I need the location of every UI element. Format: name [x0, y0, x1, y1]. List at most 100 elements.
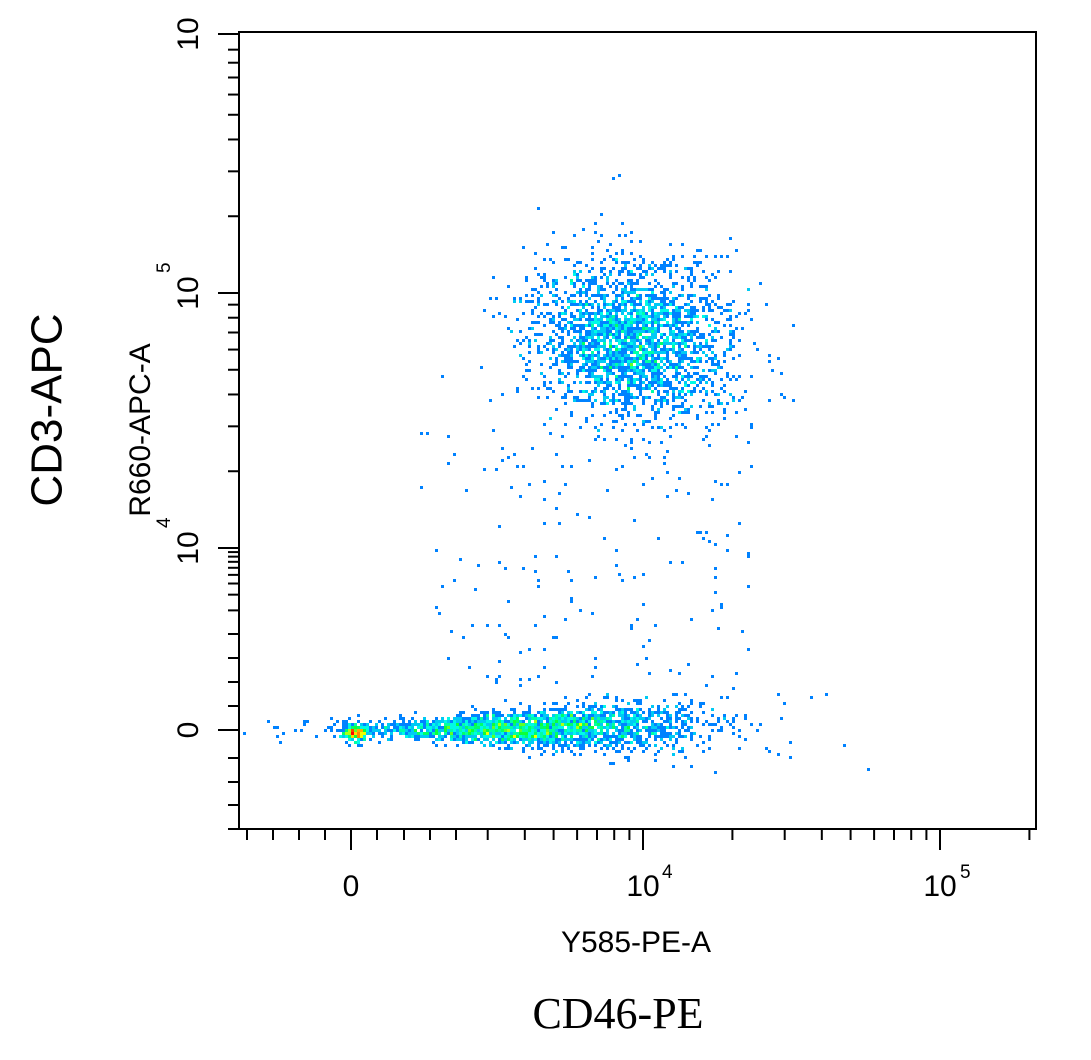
event-cell: [492, 711, 495, 714]
event-cell: [687, 411, 690, 414]
event-cell: [567, 723, 570, 726]
event-cell: [444, 732, 447, 735]
event-cell: [711, 708, 714, 711]
event-cell: [681, 276, 684, 279]
event-cell: [663, 390, 666, 393]
event-cell: [609, 360, 612, 363]
event-cell: [555, 714, 558, 717]
event-cell: [444, 726, 447, 729]
event-cell: [336, 720, 339, 723]
event-cell: [570, 345, 573, 348]
event-cell: [627, 378, 630, 381]
event-cell: [465, 732, 468, 735]
event-cell: [615, 321, 618, 324]
event-cell: [609, 312, 612, 315]
event-cell: [663, 333, 666, 336]
event-cell: [516, 732, 519, 735]
event-cell: [639, 369, 642, 372]
event-cell: [600, 213, 603, 216]
event-cell: [594, 732, 597, 735]
event-cell: [546, 744, 549, 747]
event-cell: [492, 726, 495, 729]
event-cell: [654, 270, 657, 273]
event-cell: [600, 720, 603, 723]
event-cell: [555, 720, 558, 723]
event-cell: [639, 354, 642, 357]
event-cell: [441, 585, 444, 588]
event-cell: [612, 741, 615, 744]
event-cell: [588, 738, 591, 741]
event-cell: [582, 315, 585, 318]
event-cell: [471, 720, 474, 723]
event-cell: [441, 726, 444, 729]
event-cell: [666, 360, 669, 363]
event-cell: [585, 708, 588, 711]
event-cell: [585, 291, 588, 294]
event-cell: [537, 396, 540, 399]
event-cell: [612, 357, 615, 360]
event-cell: [654, 729, 657, 732]
event-cell: [660, 747, 663, 750]
event-cell: [600, 276, 603, 279]
event-cell: [693, 732, 696, 735]
event-cell: [606, 348, 609, 351]
event-cell: [618, 234, 621, 237]
event-cell: [702, 351, 705, 354]
event-cell: [720, 603, 723, 606]
event-cell: [600, 357, 603, 360]
event-cell: [603, 297, 606, 300]
event-cell: [579, 354, 582, 357]
event-cell: [621, 372, 624, 375]
event-cell: [432, 732, 435, 735]
event-cell: [531, 288, 534, 291]
event-cell: [576, 345, 579, 348]
event-cell: [660, 372, 663, 375]
event-cell: [579, 270, 582, 273]
event-cell: [639, 414, 642, 417]
event-cell: [624, 408, 627, 411]
event-cell: [624, 714, 627, 717]
event-cell: [672, 414, 675, 417]
event-cell: [630, 318, 633, 321]
event-cell: [564, 327, 567, 330]
event-cell: [363, 732, 366, 735]
event-cell: [747, 288, 750, 291]
event-cell: [660, 303, 663, 306]
event-cell: [669, 261, 672, 264]
event-cell: [576, 513, 579, 516]
event-cell: [591, 372, 594, 375]
event-cell: [648, 336, 651, 339]
event-cell: [558, 315, 561, 318]
event-cell: [522, 732, 525, 735]
event-cell: [621, 699, 624, 702]
event-cell: [582, 312, 585, 315]
event-cell: [630, 717, 633, 720]
event-cell: [570, 366, 573, 369]
event-cell: [588, 279, 591, 282]
event-cell: [525, 276, 528, 279]
event-cell: [651, 363, 654, 366]
event-cell: [624, 735, 627, 738]
event-cell: [600, 732, 603, 735]
event-cell: [579, 717, 582, 720]
event-cell: [588, 723, 591, 726]
event-cell: [426, 726, 429, 729]
event-cell: [627, 312, 630, 315]
event-cell: [603, 303, 606, 306]
event-cell: [630, 327, 633, 330]
event-cell: [465, 489, 468, 492]
event-cell: [708, 303, 711, 306]
event-cell: [594, 348, 597, 351]
event-cell: [417, 723, 420, 726]
event-cell: [684, 342, 687, 345]
event-cell: [669, 720, 672, 723]
event-cell: [477, 723, 480, 726]
event-cell: [660, 735, 663, 738]
event-cell: [492, 717, 495, 720]
event-cell: [654, 351, 657, 354]
event-cell: [381, 735, 384, 738]
event-cell: [657, 342, 660, 345]
event-cell: [672, 312, 675, 315]
event-cell: [582, 720, 585, 723]
event-cell: [639, 276, 642, 279]
